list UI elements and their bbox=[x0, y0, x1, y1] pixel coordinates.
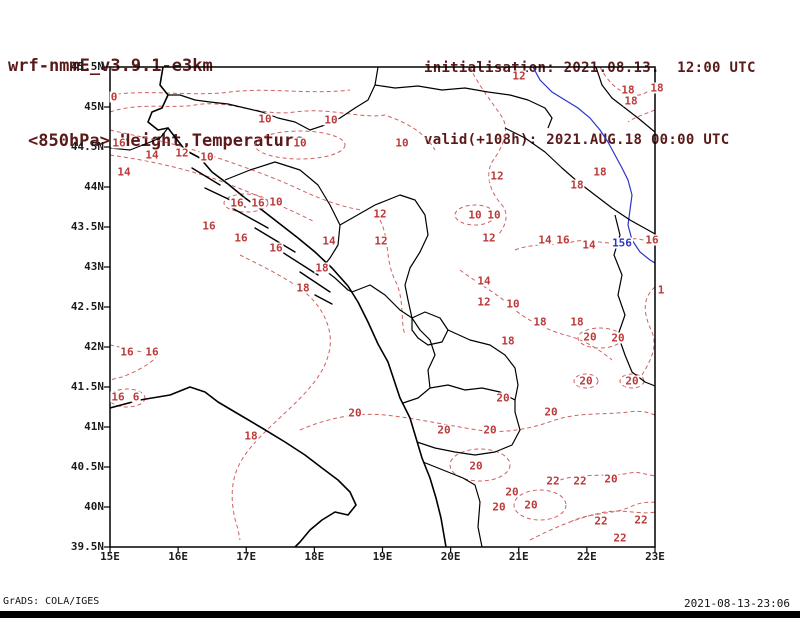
temp-contour-path bbox=[110, 344, 159, 381]
y-axis-tick-label: 39.5N bbox=[70, 540, 104, 553]
country-border-path bbox=[168, 67, 379, 131]
temp-contour-loop bbox=[223, 193, 269, 213]
island-path bbox=[254, 227, 296, 253]
island-path bbox=[191, 167, 221, 186]
bottom-bar bbox=[0, 611, 800, 618]
temperature-contours bbox=[110, 67, 655, 541]
temp-contour-loop bbox=[619, 373, 645, 389]
temp-contour-path bbox=[599, 67, 655, 96]
creation-timestamp: 2021-08-13-23:06 bbox=[684, 597, 790, 610]
temp-contour-path bbox=[110, 154, 316, 223]
x-axis-tick-label: 21E bbox=[508, 550, 529, 563]
coastline-path bbox=[110, 386, 357, 547]
x-axis-tick-label: 16E bbox=[168, 550, 189, 563]
y-axis-tick-label: 40N bbox=[84, 500, 104, 513]
temp-contour-path bbox=[110, 89, 351, 96]
x-axis-tick-label: 23E bbox=[645, 550, 665, 563]
temp-contour-path bbox=[379, 219, 406, 336]
country-border-path bbox=[595, 67, 655, 133]
y-axis-tick-label: 45.5N bbox=[70, 60, 104, 73]
coastline-path bbox=[167, 127, 447, 547]
country-border-path bbox=[416, 400, 521, 456]
x-axis-tick-label: 20E bbox=[440, 550, 461, 563]
island-path bbox=[231, 207, 269, 229]
country-border-path bbox=[402, 317, 436, 404]
country-border-path bbox=[374, 84, 553, 129]
x-axis-tick-label: 15E bbox=[100, 550, 120, 563]
height-contours bbox=[532, 67, 655, 264]
temp-contour-path bbox=[559, 471, 655, 481]
country-border-path bbox=[339, 194, 429, 319]
temp-contour-path bbox=[627, 109, 655, 123]
y-axis-tick-label: 44.5N bbox=[70, 140, 104, 153]
y-axis-tick-label: 44N bbox=[84, 180, 104, 193]
country-border-path bbox=[411, 311, 449, 346]
temp-contour-loop bbox=[454, 204, 496, 226]
y-axis-tick-label: 45N bbox=[84, 100, 104, 113]
temp-contour-path bbox=[641, 286, 655, 376]
y-axis-tick-label: 41N bbox=[84, 420, 104, 433]
field-title: <850hPa> Height,Temperature bbox=[28, 131, 305, 151]
country-border-path bbox=[422, 461, 483, 547]
y-axis-tick-label: 40.5N bbox=[70, 460, 104, 473]
temp-contour-path bbox=[110, 103, 436, 151]
basemap-outlines bbox=[110, 67, 655, 547]
temp-contour-loop bbox=[513, 489, 567, 521]
plot-frame bbox=[109, 66, 656, 548]
country-border-path bbox=[351, 284, 413, 319]
temp-contour-path bbox=[529, 510, 655, 541]
country-border-path bbox=[504, 127, 655, 235]
y-axis-tick-label: 41.5N bbox=[70, 380, 104, 393]
x-axis-tick-label: 22E bbox=[576, 550, 597, 563]
axis-ticks bbox=[104, 66, 656, 553]
country-border-path bbox=[429, 384, 516, 401]
x-axis-tick-label: 18E bbox=[304, 550, 325, 563]
country-border-path bbox=[110, 127, 169, 151]
valid-time-label: valid(+108h): 2021.AUG.18 00:00 UTC bbox=[424, 132, 730, 148]
temp-contour-loop bbox=[254, 130, 346, 160]
country-border-path bbox=[447, 329, 519, 401]
weather-map bbox=[104, 66, 656, 553]
island-path bbox=[204, 187, 246, 208]
y-axis-tick-label: 42N bbox=[84, 340, 104, 353]
header-right: initialisation: 2021.08.13. 12:00 UTC va… bbox=[424, 8, 756, 176]
x-axis-tick-label: 19E bbox=[372, 550, 393, 563]
island-path bbox=[299, 271, 331, 293]
header-left: wrf-nmmE_v3.9.1-e3km <850hPa> Height,Tem… bbox=[8, 4, 304, 179]
temp-contour-path bbox=[469, 67, 507, 236]
country-border-path bbox=[224, 161, 353, 293]
y-axis-tick-label: 42.5N bbox=[70, 300, 104, 313]
height-contour-path bbox=[532, 67, 655, 264]
temp-contour-loop bbox=[110, 388, 146, 408]
temp-contour-loop bbox=[573, 373, 599, 389]
x-axis-tick-label: 17E bbox=[236, 550, 257, 563]
temp-contour-path bbox=[299, 410, 655, 432]
coastline-path bbox=[147, 67, 169, 131]
y-axis-tick-label: 43N bbox=[84, 260, 104, 273]
temp-contour-loop bbox=[449, 448, 511, 482]
temp-contour-loop bbox=[577, 327, 623, 349]
temp-contour-path bbox=[110, 129, 363, 211]
island-path bbox=[281, 251, 319, 276]
y-axis-tick-label: 43.5N bbox=[70, 220, 104, 233]
temp-contour-path bbox=[569, 501, 655, 523]
temp-contour-path bbox=[231, 254, 331, 541]
island-path bbox=[314, 294, 333, 305]
temp-contour-path bbox=[514, 238, 655, 251]
grads-credit: GrADS: COLA/IGES bbox=[3, 596, 100, 607]
